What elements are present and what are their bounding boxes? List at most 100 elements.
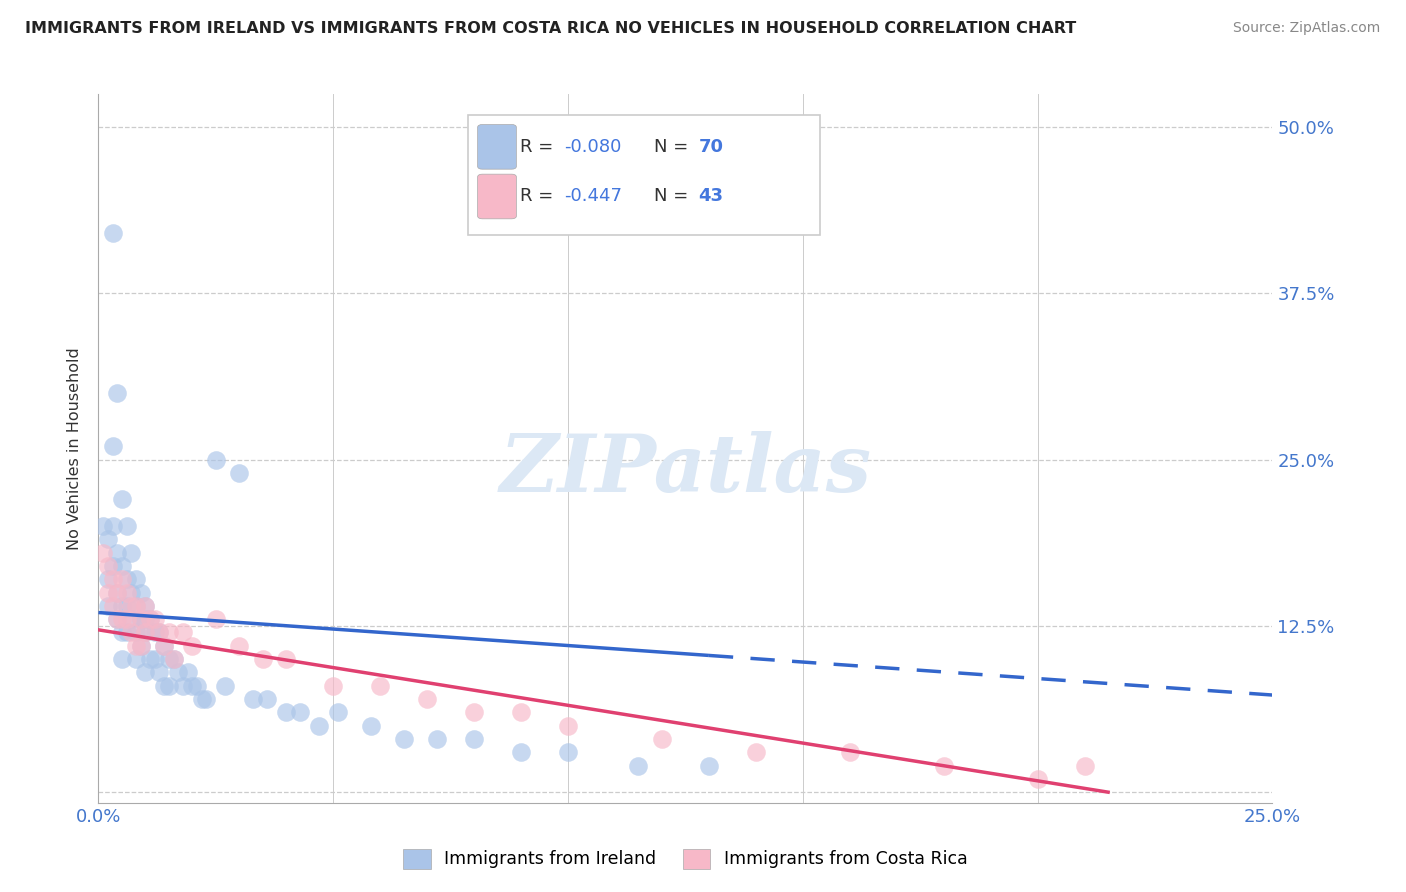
Point	[360, 718, 382, 732]
FancyBboxPatch shape	[468, 115, 821, 235]
Point	[120, 625, 142, 640]
Point	[111, 492, 134, 507]
Point	[162, 652, 184, 666]
Point	[181, 679, 204, 693]
Point	[153, 639, 176, 653]
Point	[172, 625, 194, 640]
Point	[115, 572, 138, 586]
Point	[134, 625, 156, 640]
Point	[510, 745, 533, 759]
Point	[134, 625, 156, 640]
Point	[91, 519, 114, 533]
Point	[510, 706, 533, 720]
Point	[228, 466, 250, 480]
Point	[157, 652, 180, 666]
Point	[557, 718, 579, 732]
Point	[157, 679, 180, 693]
Point	[143, 625, 166, 640]
Point	[276, 652, 298, 666]
Text: Source: ZipAtlas.com: Source: ZipAtlas.com	[1233, 21, 1381, 36]
Point	[111, 572, 134, 586]
Text: 70: 70	[699, 138, 723, 156]
Point	[97, 585, 120, 599]
Point	[148, 625, 170, 640]
Point	[101, 559, 124, 574]
Point	[290, 706, 312, 720]
Point	[139, 612, 162, 626]
Point	[115, 599, 138, 613]
Point	[125, 572, 148, 586]
Point	[392, 731, 415, 746]
Point	[125, 625, 148, 640]
Point	[242, 692, 264, 706]
Point	[205, 452, 228, 467]
Point	[368, 679, 391, 693]
Point	[115, 585, 138, 599]
Point	[115, 612, 138, 626]
Point	[143, 652, 166, 666]
Point	[97, 559, 120, 574]
Point	[463, 706, 485, 720]
Text: 43: 43	[699, 187, 723, 205]
Point	[105, 612, 128, 626]
Text: N =: N =	[654, 187, 693, 205]
Point	[143, 612, 166, 626]
Point	[228, 639, 250, 653]
Point	[1073, 758, 1095, 772]
Point	[256, 692, 278, 706]
Point	[115, 625, 138, 640]
Point	[148, 665, 170, 680]
Point	[101, 599, 124, 613]
Point	[105, 386, 128, 401]
Point	[148, 625, 170, 640]
Point	[105, 612, 128, 626]
Point	[463, 731, 485, 746]
Point	[181, 639, 204, 653]
FancyBboxPatch shape	[478, 174, 516, 219]
Point	[195, 692, 218, 706]
Text: IMMIGRANTS FROM IRELAND VS IMMIGRANTS FROM COSTA RICA NO VEHICLES IN HOUSEHOLD C: IMMIGRANTS FROM IRELAND VS IMMIGRANTS FR…	[25, 21, 1077, 37]
Point	[101, 572, 124, 586]
Point	[627, 758, 650, 772]
FancyBboxPatch shape	[478, 125, 516, 169]
Point	[176, 665, 198, 680]
Point	[425, 731, 447, 746]
Point	[308, 718, 330, 732]
Point	[167, 665, 190, 680]
Text: -0.447: -0.447	[564, 187, 623, 205]
Point	[651, 731, 673, 746]
Point	[129, 612, 152, 626]
Point	[153, 639, 176, 653]
Point	[326, 706, 349, 720]
Point	[111, 599, 134, 613]
Text: N =: N =	[654, 138, 693, 156]
Point	[153, 679, 176, 693]
Point	[101, 519, 124, 533]
Point	[1026, 772, 1049, 786]
Point	[97, 572, 120, 586]
Point	[157, 625, 180, 640]
Point	[134, 599, 156, 613]
Text: R =: R =	[520, 187, 560, 205]
Point	[125, 652, 148, 666]
Point	[172, 679, 194, 693]
Point	[416, 692, 439, 706]
Point	[205, 612, 228, 626]
Point	[134, 612, 156, 626]
Point	[111, 612, 134, 626]
Point	[105, 585, 128, 599]
Point	[134, 599, 156, 613]
Point	[120, 599, 142, 613]
Point	[276, 706, 298, 720]
Point	[557, 745, 579, 759]
Point	[134, 665, 156, 680]
Point	[125, 599, 148, 613]
Point	[125, 639, 148, 653]
Point	[932, 758, 955, 772]
Point	[120, 546, 142, 560]
Point	[129, 585, 152, 599]
Point	[125, 599, 148, 613]
Y-axis label: No Vehicles in Household: No Vehicles in Household	[67, 347, 83, 549]
Text: -0.080: -0.080	[564, 138, 621, 156]
Point	[120, 612, 142, 626]
